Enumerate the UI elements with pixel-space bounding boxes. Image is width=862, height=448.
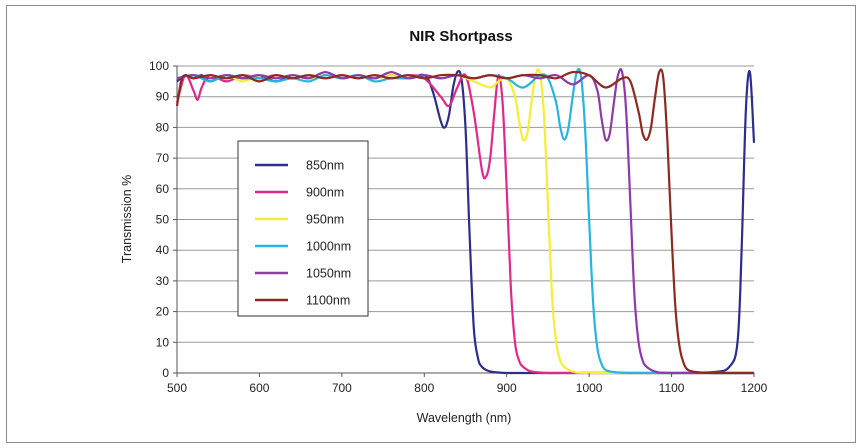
legend-label-1050nm: 1050nm — [306, 267, 351, 281]
x-axis-label: Wavelength (nm) — [417, 411, 512, 425]
x-tick-label-700: 700 — [332, 381, 352, 395]
y-tick-label-30: 30 — [156, 274, 170, 288]
x-tick-label-1100: 1100 — [659, 381, 685, 395]
series-line-1100nm — [175, 68, 754, 375]
series-lines — [175, 67, 756, 375]
x-tick-label-500: 500 — [167, 381, 187, 395]
y-tick-label-40: 40 — [156, 243, 170, 257]
x-tick-label-1200: 1200 — [741, 381, 768, 395]
legend-label-850nm: 850nm — [306, 159, 344, 173]
y-tick-label-100: 100 — [149, 59, 169, 73]
legend-label-1100nm: 1100nm — [306, 294, 350, 308]
chart-title: NIR Shortpass — [409, 28, 512, 45]
y-axis-ticks: 0 10 20 30 40 50 60 70 80 90 100 — [149, 59, 177, 380]
x-tick-label-1000: 1000 — [576, 381, 603, 395]
y-tick-label-80: 80 — [156, 120, 170, 134]
x-tick-label-800: 800 — [414, 381, 434, 395]
y-tick-label-0: 0 — [162, 366, 169, 380]
y-axis-label: Transmission % — [120, 175, 134, 263]
y-tick-label-20: 20 — [156, 305, 170, 319]
legend: 850nm 900nm 950nm 1000nm 1050nm 1100nm — [237, 140, 369, 317]
legend-label-900nm: 900nm — [306, 186, 344, 200]
legend-box — [237, 140, 369, 317]
y-tick-label-90: 90 — [156, 90, 170, 104]
legend-label-1000nm: 1000nm — [306, 240, 351, 254]
y-tick-label-50: 50 — [156, 213, 170, 227]
y-tick-label-70: 70 — [156, 151, 170, 165]
y-tick-label-60: 60 — [156, 182, 170, 196]
chart-frame: NIR Shortpass 0 10 20 30 40 50 60 70 80 90 100 500… — [6, 5, 856, 443]
x-tick-label-900: 900 — [497, 381, 517, 395]
legend-label-950nm: 950nm — [306, 213, 344, 227]
transmission-chart: NIR Shortpass 0 10 20 30 40 50 60 70 80 90 100 500… — [120, 28, 768, 425]
x-tick-label-600: 600 — [249, 381, 269, 395]
x-axis-ticks: 500 600 700 800 900 1000 1100 1200 — [167, 373, 768, 395]
y-tick-label-10: 10 — [156, 335, 170, 349]
